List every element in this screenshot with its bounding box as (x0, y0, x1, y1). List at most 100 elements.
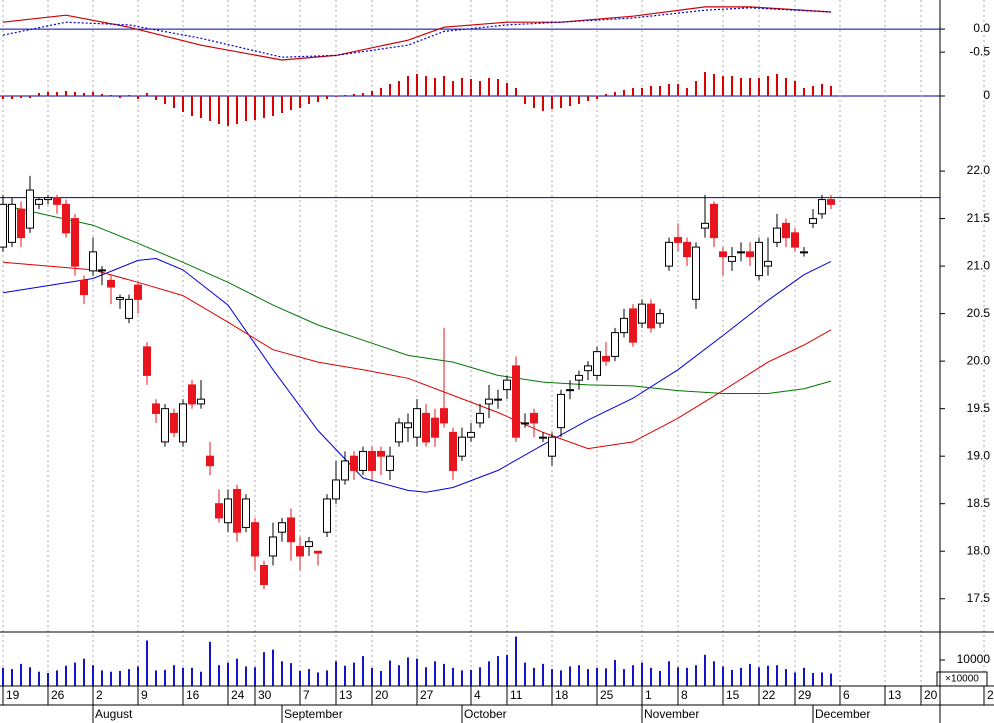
candle-body (250, 522, 259, 557)
candle-body (232, 488, 241, 533)
candle-body (421, 412, 430, 443)
candle-body (710, 203, 719, 239)
candle-body (358, 450, 367, 471)
candle-body (746, 251, 755, 258)
y-tick-label: -0.5 (969, 44, 990, 58)
candle-body (223, 498, 232, 524)
x-tick-label: 2 (96, 688, 103, 702)
x-tick-label: 27 (987, 688, 994, 702)
candle-body (52, 197, 61, 205)
x-tick-label: 20 (375, 688, 389, 702)
x-tick-label: 16 (186, 688, 200, 702)
candle-body (628, 308, 637, 343)
candle-body (601, 355, 610, 362)
candle-body (70, 218, 79, 267)
y-tick-label: 17.5 (967, 591, 991, 605)
y-tick-label: 22.0 (967, 163, 991, 177)
candle-body (475, 412, 484, 424)
candle-body (259, 564, 268, 585)
y-tick-label: 20.0 (967, 353, 991, 367)
candle-body (169, 412, 178, 433)
candle-body (664, 241, 673, 267)
candle-body (439, 408, 448, 424)
candle-body (547, 436, 556, 457)
moving-average (2, 261, 832, 450)
x-tick-label: 30 (258, 688, 272, 702)
candle-body (142, 346, 151, 376)
candle-body (827, 199, 836, 205)
candle-body (610, 332, 619, 357)
candle-body (701, 222, 709, 229)
y-tick-label: 10000 (957, 652, 991, 666)
candle-body (214, 503, 223, 519)
month-label: August (95, 707, 133, 721)
month-label: September (284, 707, 343, 721)
candle-body (340, 460, 349, 481)
y-tick-label: 0.0 (973, 21, 990, 35)
x-tick-label: 13 (339, 688, 353, 702)
candle-body (448, 431, 457, 471)
x-tick-label: 20 (924, 688, 938, 702)
month-label: December (815, 707, 870, 721)
y-tick-label: 21.0 (967, 258, 991, 272)
y-tick-label: 19.5 (967, 401, 991, 415)
candle-body (304, 541, 313, 547)
candle-body (818, 199, 827, 215)
x-tick-label: 9 (141, 688, 148, 702)
month-label: October (464, 707, 507, 721)
candle-body (646, 303, 655, 329)
x-tick-label: 26 (51, 688, 65, 702)
candle-body (583, 365, 592, 372)
candle-body (196, 398, 205, 405)
macd-line (2, 7, 832, 58)
candle-body (637, 303, 646, 324)
month-label: November (644, 707, 699, 721)
y-tick-label: 0 (983, 88, 990, 102)
candle-body (241, 498, 250, 528)
candle-body (151, 403, 160, 414)
candle-body (187, 384, 196, 405)
candle-body (385, 455, 394, 471)
candle-body (619, 317, 628, 334)
x-tick-label: 18 (555, 688, 569, 702)
candle-body (25, 189, 34, 229)
moving-average (2, 204, 832, 394)
candle-body (43, 197, 52, 201)
candle-body (160, 408, 169, 443)
candle-body (268, 536, 277, 557)
x-tick-label: 1 (645, 688, 652, 702)
candle-body (800, 251, 809, 254)
candle-body (61, 203, 70, 234)
candle-body (538, 436, 547, 439)
x-tick-label: 4 (474, 688, 481, 702)
x-tick-label: 15 (726, 688, 740, 702)
candle-body (376, 450, 385, 457)
candle-body (295, 545, 304, 557)
candle-body (565, 389, 574, 392)
candle-body (673, 237, 682, 243)
candle-body (133, 284, 142, 300)
candle-body (574, 374, 583, 381)
candle-body (737, 251, 746, 254)
candle-body (205, 455, 214, 467)
x-tick-label: 8 (681, 688, 688, 702)
candle-body (79, 279, 88, 296)
candle-body (322, 498, 331, 533)
candle-body (97, 269, 106, 272)
x-tick-label: 27 (420, 688, 434, 702)
candle-body (791, 232, 800, 248)
candle-body (502, 379, 511, 391)
candle-body (34, 199, 43, 205)
x-tick-label: 13 (888, 688, 902, 702)
candle-body (556, 393, 565, 429)
candle-body (349, 455, 358, 471)
candle-body (7, 203, 16, 243)
candle-body (313, 550, 322, 554)
candle-body (0, 203, 7, 248)
y-tick-label: 20.5 (967, 306, 991, 320)
candle-body (124, 298, 133, 319)
